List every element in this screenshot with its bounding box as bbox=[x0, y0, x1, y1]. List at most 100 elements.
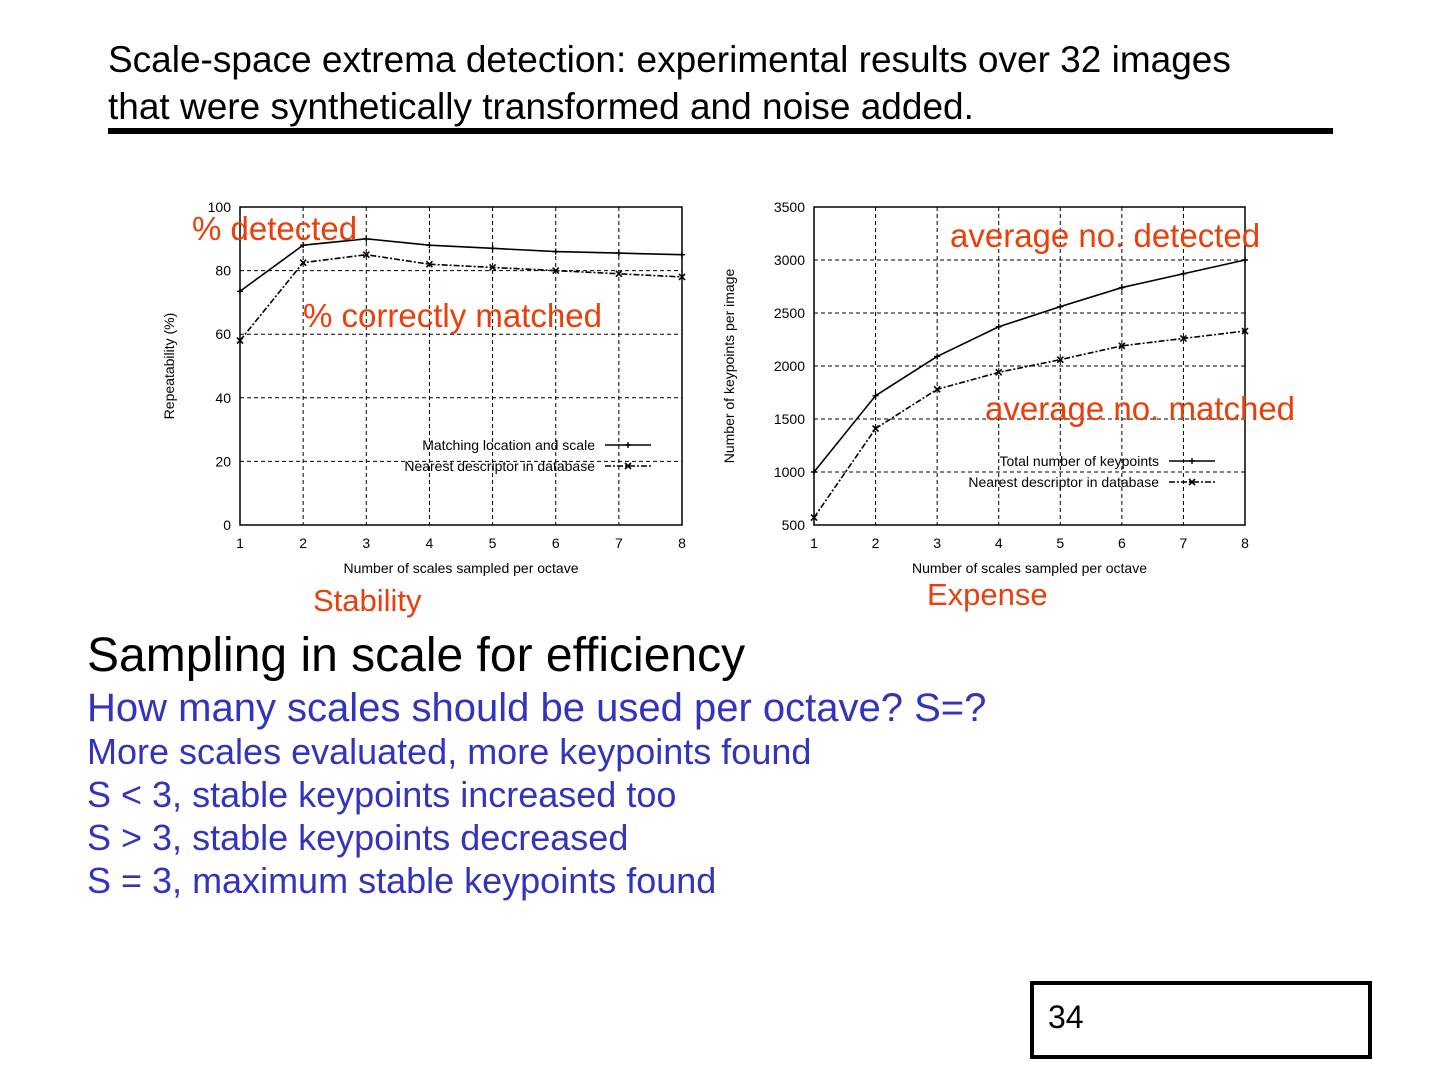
data-point bbox=[299, 259, 307, 267]
legend-marker bbox=[1189, 458, 1195, 464]
legend-marker bbox=[625, 442, 631, 448]
plot-frame bbox=[813, 206, 1246, 526]
bullet-item: More scales evaluated, more keypoints fo… bbox=[87, 731, 812, 772]
legend-marker bbox=[624, 462, 632, 470]
x-tick-label: 1 bbox=[810, 535, 818, 551]
x-axis-label: Number of scales sampled per octave bbox=[344, 560, 579, 576]
data-point bbox=[1118, 342, 1126, 350]
data-point bbox=[995, 368, 1003, 376]
slide-header: Scale-space extrema detection: experimen… bbox=[108, 36, 1333, 130]
x-tick-label: 8 bbox=[678, 535, 686, 551]
data-point bbox=[489, 245, 496, 252]
data-point bbox=[1242, 257, 1248, 263]
y-tick-label: 1500 bbox=[774, 411, 805, 427]
page-number: 34 bbox=[1048, 999, 1084, 1035]
legend-label: Matching location and scale bbox=[422, 437, 595, 453]
data-point bbox=[810, 514, 818, 522]
page-number-box: 34 bbox=[1030, 981, 1372, 1059]
x-tick-label: 4 bbox=[995, 535, 1003, 551]
data-point bbox=[995, 323, 1002, 330]
y-tick-label: 1000 bbox=[774, 464, 805, 480]
expense-caption: Expense bbox=[927, 577, 1048, 612]
data-point bbox=[1179, 334, 1187, 343]
data-point bbox=[1118, 284, 1125, 291]
x-tick-label: 1 bbox=[236, 535, 244, 551]
bullet-question: How many scales should be used per octav… bbox=[87, 686, 987, 730]
x-tick-label: 6 bbox=[1118, 535, 1126, 551]
header-line-1: Scale-space extrema detection: experimen… bbox=[108, 39, 1231, 80]
bullet-item: S = 3, maximum stable keypoints found bbox=[87, 860, 717, 901]
bullet-list: How many scales should be used per octav… bbox=[87, 686, 986, 902]
data-point bbox=[552, 267, 560, 275]
data-point bbox=[1241, 327, 1249, 335]
data-point bbox=[362, 251, 370, 259]
stability-caption: Stability bbox=[313, 583, 422, 618]
legend-label: Total number of keypoints bbox=[999, 453, 1159, 469]
x-tick-label: 2 bbox=[872, 535, 880, 551]
series-line bbox=[239, 237, 683, 292]
y-tick-label: 3000 bbox=[774, 252, 805, 268]
section-title: Sampling in scale for efficiency bbox=[87, 629, 746, 682]
y-tick-label: 500 bbox=[782, 517, 806, 533]
annotation-average-matched: average no. matched bbox=[985, 390, 1296, 427]
data-point bbox=[615, 270, 623, 278]
annotation-average-detected: average no. detected bbox=[950, 217, 1261, 254]
data-point bbox=[237, 288, 243, 295]
y-tick-label: 100 bbox=[208, 199, 232, 215]
data-point bbox=[425, 260, 433, 268]
data-point bbox=[363, 235, 370, 242]
data-point bbox=[934, 353, 941, 360]
x-tick-label: 4 bbox=[426, 535, 434, 551]
data-point bbox=[811, 469, 817, 475]
data-point bbox=[1180, 270, 1187, 277]
legend-label: Nearest descriptor in database bbox=[404, 458, 595, 474]
data-point bbox=[300, 242, 307, 249]
y-tick-label: 0 bbox=[223, 517, 231, 533]
bullet-item: S > 3, stable keypoints decreased bbox=[87, 817, 629, 858]
data-point bbox=[678, 273, 686, 281]
x-tick-label: 6 bbox=[552, 535, 560, 551]
annotation-percent-correctly-matched: % correctly matched bbox=[303, 297, 602, 334]
legend-label: Nearest descriptor in database bbox=[968, 474, 1159, 490]
y-tick-label: 2000 bbox=[774, 358, 805, 374]
series-line bbox=[239, 253, 683, 342]
plot-frame bbox=[239, 206, 683, 526]
data-point bbox=[236, 336, 244, 345]
data-point bbox=[489, 263, 497, 271]
y-tick-label: 2500 bbox=[774, 305, 805, 321]
y-axis-label: Number of keypoints per image bbox=[721, 269, 737, 464]
data-point bbox=[872, 424, 880, 433]
y-tick-label: 40 bbox=[215, 390, 231, 406]
y-tick-label: 20 bbox=[215, 453, 231, 469]
annotation-percent-detected: % detected bbox=[192, 210, 358, 247]
bullet-item: S < 3, stable keypoints increased too bbox=[87, 774, 677, 815]
data-point bbox=[1057, 303, 1064, 310]
legend-marker bbox=[1188, 478, 1196, 486]
x-tick-label: 8 bbox=[1241, 535, 1249, 551]
x-tick-label: 3 bbox=[362, 535, 370, 551]
data-point bbox=[615, 250, 622, 257]
data-point bbox=[426, 242, 433, 249]
x-tick-label: 5 bbox=[1056, 535, 1064, 551]
x-tick-label: 7 bbox=[615, 535, 623, 551]
x-axis-label: Number of scales sampled per octave bbox=[912, 560, 1147, 576]
y-tick-label: 60 bbox=[215, 326, 231, 342]
y-tick-label: 80 bbox=[215, 263, 231, 279]
x-tick-label: 5 bbox=[489, 535, 497, 551]
x-tick-label: 7 bbox=[1180, 535, 1188, 551]
x-tick-label: 3 bbox=[933, 535, 941, 551]
header-rule bbox=[108, 128, 1333, 134]
y-axis-label: Repeatability (%) bbox=[161, 313, 177, 420]
data-point bbox=[1056, 356, 1064, 364]
y-tick-label: 3500 bbox=[774, 199, 805, 215]
data-point bbox=[872, 392, 879, 399]
data-point bbox=[679, 251, 685, 258]
expense-chart: 1 2 3 4 5 6 7 8 500 1000 1500 2000 2500 3000 3500 Numbe… bbox=[721, 199, 1249, 576]
data-point bbox=[933, 385, 941, 393]
series-line bbox=[813, 330, 1246, 519]
series-line bbox=[813, 259, 1246, 473]
x-tick-label: 2 bbox=[299, 535, 307, 551]
header-line-2: that were synthetically transformed and … bbox=[108, 86, 974, 127]
